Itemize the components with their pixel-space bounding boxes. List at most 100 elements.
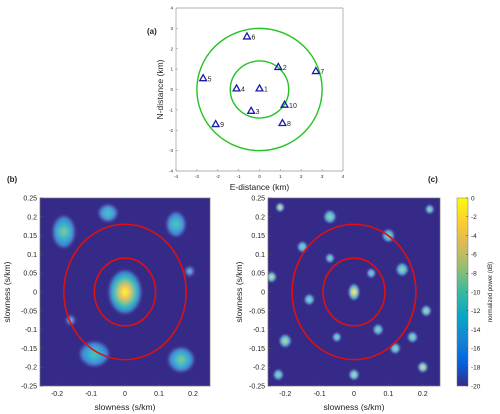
power-peak-10 [418, 362, 428, 372]
power-peak-11 [349, 369, 359, 380]
y-tick-label: 0 [261, 290, 265, 297]
peak-contour [353, 290, 355, 294]
peak-contour [270, 276, 273, 278]
peak-contour [122, 288, 128, 296]
power-peak-16 [390, 343, 400, 354]
y-tick-label: -0.2 [25, 365, 37, 372]
power-peak-2 [276, 203, 284, 212]
station-marker-6 [242, 31, 252, 40]
panel-a-y-tick-label: -4 [169, 169, 173, 174]
power-peak-4 [167, 212, 185, 236]
station-label-6: 6 [251, 35, 255, 42]
y-tick-label: -0.1 [25, 327, 37, 334]
colorbar-tick-label: -16 [471, 346, 481, 353]
power-peak-15 [333, 333, 341, 342]
colorbar-tick-label: -10 [471, 289, 481, 296]
x-tick-label: 0 [352, 391, 356, 398]
power-peak-12 [304, 294, 314, 305]
station-marker-3 [246, 105, 256, 114]
panel-a-label: (a) [147, 27, 157, 36]
panel-a-y-tick-label: 2 [170, 46, 173, 51]
heatmap-peaks [53, 205, 194, 372]
power-peak-2 [53, 216, 75, 248]
station-marker-8 [277, 118, 287, 127]
peak-contour [394, 347, 397, 350]
power-peak-19 [273, 369, 283, 380]
panel-a-x-tick-label: -1 [237, 174, 241, 179]
power-peak-7 [396, 263, 408, 276]
panel-a-x-tick-label: -3 [195, 174, 199, 179]
peak-contour [411, 336, 414, 338]
y-tick-label: -0.15 [21, 346, 37, 353]
colorbar-tick-label: -14 [471, 327, 481, 334]
colorbar-tick-label: -20 [471, 383, 481, 390]
panel-c-plot-area [268, 198, 440, 386]
panel-b-heatmap [40, 198, 210, 386]
power-peak-1 [109, 271, 141, 313]
power-peak-5 [185, 267, 194, 276]
power-peak-14 [373, 324, 383, 335]
panel-a-x-tick-label: 2 [300, 174, 303, 179]
y-tick-label: -0.15 [249, 346, 265, 353]
station-marker-5 [198, 73, 208, 82]
panel-b-x-label: slowness (s/km) [95, 402, 156, 412]
panel-b-y-label: slowness (s/km) [2, 261, 12, 322]
peak-contour [92, 352, 97, 356]
y-tick-label: -0.05 [249, 308, 265, 315]
panel-a: (a) 1 2 3 4 5 6 7 8 9 10 -4 -3 -2 -1 0 1 2 3 4 -4 -3 -2 -1 0 1 2… [147, 6, 345, 192]
panel-a-x-tick-label: 0 [258, 174, 261, 179]
station-label-4: 4 [241, 86, 245, 93]
power-peak-4 [279, 335, 291, 347]
colorbar-tick-label: -2 [471, 214, 477, 221]
y-tick-label: 0.15 [251, 233, 265, 240]
power-peak-8 [168, 348, 194, 372]
panel-a-x-tick-label: 3 [321, 174, 324, 179]
colorbar-tick-label: -12 [471, 308, 481, 315]
x-tick-label: -0.1 [85, 391, 97, 398]
panel-a-y-tick-label: -2 [169, 128, 173, 133]
station-label-10: 10 [289, 103, 297, 110]
power-peak-17 [298, 242, 307, 252]
y-tick-label: 0.1 [255, 252, 265, 259]
panel-b-axes: -0.2 -0.1 0 0.1 0.2 0.25 0.2 0.15 0.1 0.05 0 -0.05 -… [21, 196, 198, 399]
station-marker-10 [280, 99, 290, 108]
y-tick-label: -0.2 [253, 365, 265, 372]
power-peak-3 [268, 272, 276, 282]
panel-a-x-label: E-distance (km) [230, 182, 290, 192]
y-tick-label: 0.05 [251, 271, 265, 278]
peak-contour [69, 319, 72, 321]
power-peak-7 [80, 342, 109, 366]
slowness-ring-1 [322, 257, 386, 327]
power-peak-13 [326, 254, 334, 263]
x-tick-label: -0.2 [51, 391, 63, 398]
x-tick-label: 0.2 [188, 391, 198, 398]
panel-a-x-tick-label: -4 [174, 174, 178, 179]
x-tick-label: 0.1 [384, 391, 394, 398]
panel-a-y-tick-label: -1 [169, 107, 173, 112]
slowness-ring-2 [62, 223, 188, 361]
panel-c-y-label: slowness (s/km) [234, 261, 244, 322]
station-label-8: 8 [287, 121, 291, 128]
station-marker-7 [311, 66, 321, 75]
peak-contour [106, 211, 110, 215]
station-marker-9 [211, 119, 221, 128]
y-tick-label: 0.25 [251, 196, 265, 203]
y-tick-label: 0 [33, 290, 37, 297]
power-peak-18 [367, 269, 375, 278]
panel-a-y-tick-label: -3 [169, 148, 173, 153]
peak-contour [370, 272, 372, 274]
station-marker-2 [273, 62, 283, 71]
peak-contour [301, 246, 304, 248]
panel-a-y-label: N-distance (km) [155, 59, 165, 119]
power-peak-8 [426, 205, 434, 214]
station-marker-4 [232, 83, 242, 92]
peak-contour [329, 257, 331, 259]
colorbar-tick-label: -4 [471, 233, 477, 240]
peak-contour [328, 215, 331, 218]
power-peak-1 [348, 284, 360, 300]
colorbar-tick-label: 0 [471, 195, 475, 202]
panel-a-x-tick-label: 4 [342, 174, 345, 179]
colorbar-tick-label: -18 [471, 365, 481, 372]
array-ring-1 [229, 60, 290, 119]
